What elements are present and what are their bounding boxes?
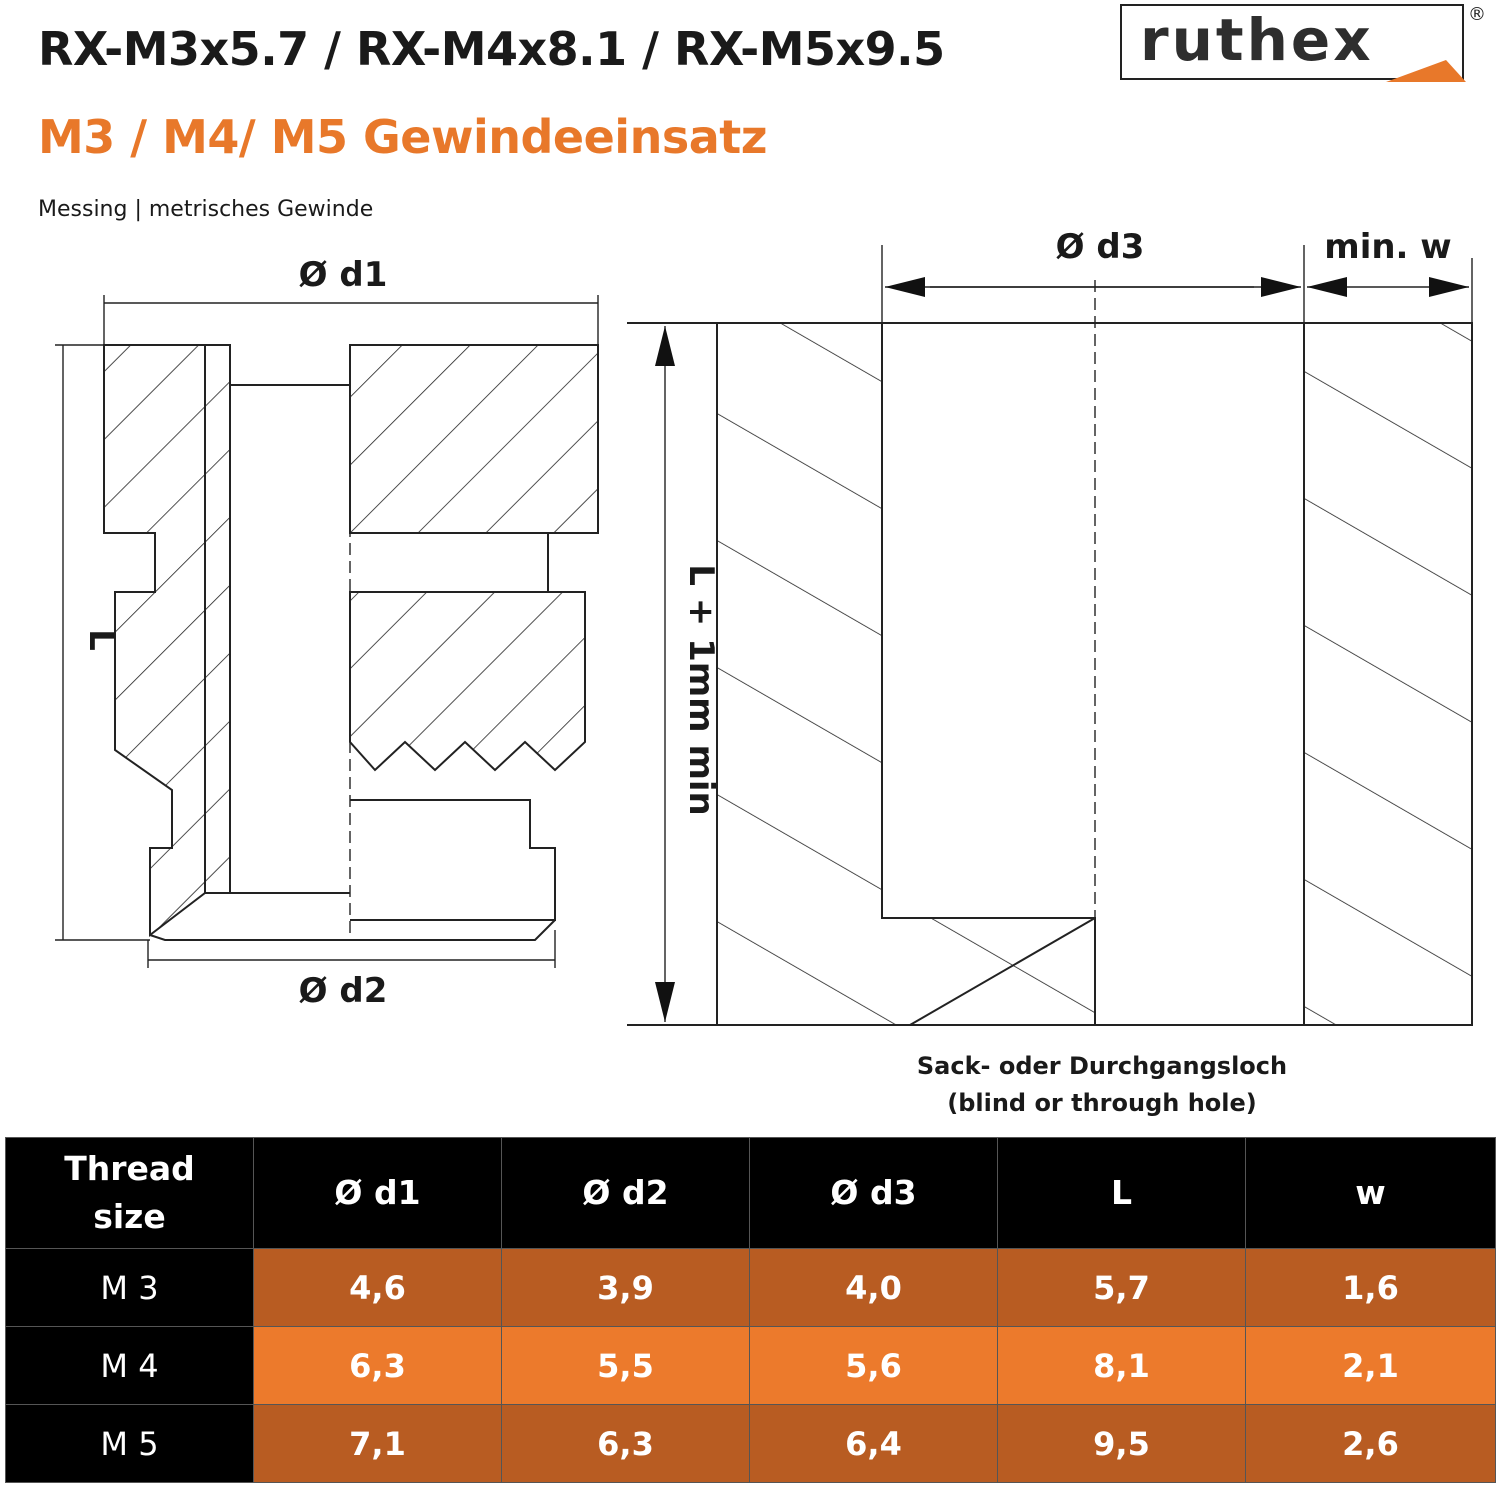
cell-d3: 4,0 xyxy=(749,1248,998,1327)
spec-table: Thread size Ø d1 Ø d2 Ø d3 L w M 3 4,6 3… xyxy=(5,1137,1496,1483)
insert-left-wall xyxy=(103,344,231,938)
hole-caption-line1: Sack- oder Durchgangsloch xyxy=(916,1052,1288,1080)
insert-knurl-ring xyxy=(349,591,586,772)
col-d2: Ø d2 xyxy=(501,1137,750,1249)
cell-length: 9,5 xyxy=(997,1404,1246,1483)
cell-d2: 6,3 xyxy=(501,1404,750,1483)
cell-d2: 3,9 xyxy=(501,1248,750,1327)
col-d1: Ø d1 xyxy=(253,1137,502,1249)
row-thread: M 5 xyxy=(5,1404,254,1483)
col-length: L xyxy=(997,1137,1246,1249)
row-thread: M 4 xyxy=(5,1326,254,1405)
table-row: M 3 4,6 3,9 4,0 5,7 1,6 xyxy=(5,1248,1496,1327)
table-header-row: Thread size Ø d1 Ø d2 Ø d3 L w xyxy=(5,1137,1496,1249)
dim-d1 xyxy=(103,295,599,345)
cell-d3: 6,4 xyxy=(749,1404,998,1483)
col-w: w xyxy=(1245,1137,1496,1249)
cell-d2: 5,5 xyxy=(501,1326,750,1405)
hole-bottom-right xyxy=(1095,323,1305,1026)
page-subtitle: M3 / M4/ M5 Gewindeeinsatz xyxy=(38,110,768,164)
hole-caption-line2: (blind or through hole) xyxy=(947,1089,1257,1117)
cell-w: 2,6 xyxy=(1245,1404,1496,1483)
technical-drawing: Ø d1 Ø d2 L Ø d3 min. w L xyxy=(55,227,1473,1026)
cell-length: 8,1 xyxy=(997,1326,1246,1405)
dim-d3-label: Ø d3 xyxy=(1056,227,1145,267)
cell-w: 2,1 xyxy=(1245,1326,1496,1405)
col-d3: Ø d3 xyxy=(749,1137,998,1249)
page-title: RX-M3x5.7 / RX-M4x8.1 / RX-M5x9.5 xyxy=(38,22,945,76)
hole-caption: Sack- oder Durchgangsloch (blind or thro… xyxy=(902,1048,1302,1122)
dim-d1-label: Ø d1 xyxy=(299,255,388,295)
brand-logo: ruthex xyxy=(1120,4,1466,82)
row-thread: M 3 xyxy=(5,1248,254,1327)
dim-d3 xyxy=(881,245,1473,323)
hole-left-material xyxy=(716,322,1096,1026)
insert-lower-collar xyxy=(350,799,556,921)
insert-groove xyxy=(154,532,585,593)
dim-depth-label: L + 1mm min xyxy=(681,564,721,815)
col-thread-size: Thread size xyxy=(5,1137,254,1249)
hole-floor-chamfer xyxy=(909,917,1096,1026)
table-row: M 4 6,3 5,5 5,6 8,1 2,1 xyxy=(5,1326,1496,1405)
insert-section xyxy=(103,344,599,941)
registered-mark: ® xyxy=(1468,4,1486,25)
dim-d2-label: Ø d2 xyxy=(299,971,388,1011)
dim-length xyxy=(55,344,150,941)
insert-chamfer xyxy=(149,919,556,941)
table-row: M 5 7,1 6,3 6,4 9,5 2,6 xyxy=(5,1404,1496,1483)
cell-d1: 4,6 xyxy=(253,1248,502,1327)
dim-length-label: L xyxy=(81,629,121,651)
insert-bore xyxy=(204,345,350,894)
logo-swoosh-icon xyxy=(1386,60,1466,82)
logo-text: ruthex xyxy=(1140,6,1374,74)
insert-top-block xyxy=(349,344,599,534)
cell-d3: 5,6 xyxy=(749,1326,998,1405)
dim-d2 xyxy=(147,930,556,968)
dim-w-label: min. w xyxy=(1324,227,1451,267)
hole-right-material xyxy=(1303,322,1473,1026)
cell-w: 1,6 xyxy=(1245,1248,1496,1327)
cell-d1: 6,3 xyxy=(253,1326,502,1405)
cell-length: 5,7 xyxy=(997,1248,1246,1327)
material-note: Messing | metrisches Gewinde xyxy=(38,197,374,222)
cell-d1: 7,1 xyxy=(253,1404,502,1483)
hole-section xyxy=(627,280,1473,1026)
